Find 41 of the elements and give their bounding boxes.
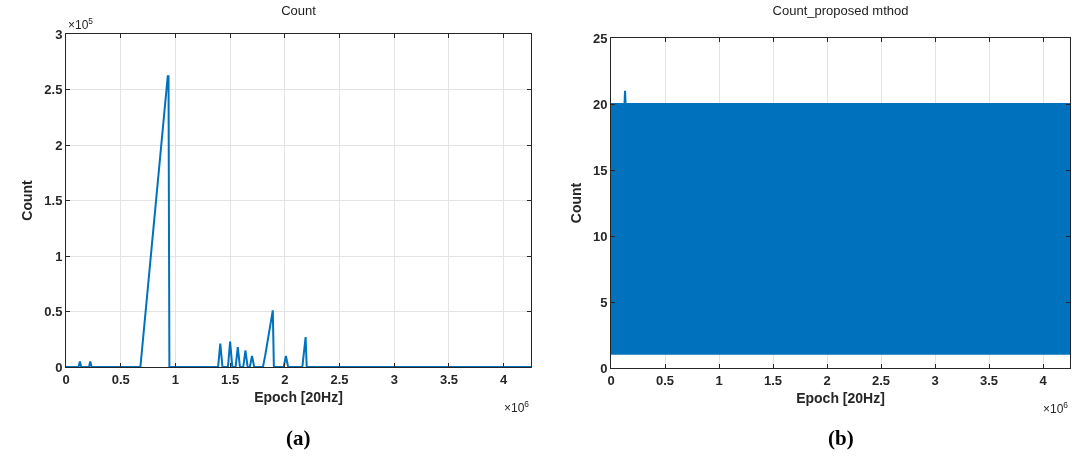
text: ×10$^{6}$ bbox=[1043, 400, 1069, 417]
x-tick-label: 2 bbox=[823, 372, 831, 388]
y-tick-label: 1 bbox=[55, 248, 63, 264]
line-series bbox=[66, 75, 531, 367]
y-tick-label: 0.5 bbox=[44, 304, 63, 320]
y-tick-label: 2.5 bbox=[44, 82, 63, 98]
x-tick-label: 4 bbox=[1039, 372, 1048, 388]
y-axis-title: Count bbox=[18, 179, 35, 221]
y-tick-label: 3 bbox=[55, 26, 63, 42]
text: (a) bbox=[286, 426, 311, 450]
x-tick-label: 3 bbox=[931, 372, 939, 388]
y-tick-label: 10 bbox=[592, 228, 608, 244]
x-tick-label: 0.5 bbox=[655, 372, 675, 388]
y-tick-label: 0 bbox=[600, 360, 608, 376]
y-tick-label: 15 bbox=[592, 162, 608, 178]
x-tick-label: 1 bbox=[715, 372, 723, 388]
y-tick-label: 0 bbox=[55, 359, 63, 375]
y-tick-label: 20 bbox=[592, 96, 608, 112]
x-tick-label: 2 bbox=[281, 371, 289, 387]
x-tick-label: 1.5 bbox=[221, 371, 240, 387]
x-tick-label: 0.5 bbox=[111, 371, 130, 387]
x-tick-label: 4 bbox=[500, 371, 509, 387]
x-axis-title: Epoch [20Hz] bbox=[796, 389, 885, 406]
chart-title: Count bbox=[281, 3, 317, 19]
x-tick-label: 2.5 bbox=[330, 371, 349, 387]
x-tick-label: 3.5 bbox=[979, 372, 999, 388]
x-tick-label: 2.5 bbox=[871, 372, 891, 388]
x-tick-label: 1 bbox=[171, 371, 180, 387]
text: ×10$^{6}$ bbox=[504, 399, 530, 416]
y-tick-label: 25 bbox=[592, 30, 608, 46]
y-tick-label: 2 bbox=[55, 137, 63, 153]
y-tick-label: 5 bbox=[600, 294, 608, 310]
chart-title: Count_proposed mthod bbox=[772, 3, 909, 19]
y-axis-title: Count bbox=[567, 182, 584, 224]
text: ×10$^{5}$ bbox=[68, 16, 94, 33]
text: (b) bbox=[828, 426, 854, 450]
y-tick-label: 1.5 bbox=[44, 193, 63, 209]
x-tick-label: 1.5 bbox=[763, 372, 783, 388]
x-tick-label: 3 bbox=[390, 371, 398, 387]
x-tick-label: 3.5 bbox=[439, 371, 458, 387]
x-axis-title: Epoch [20Hz] bbox=[254, 388, 343, 405]
